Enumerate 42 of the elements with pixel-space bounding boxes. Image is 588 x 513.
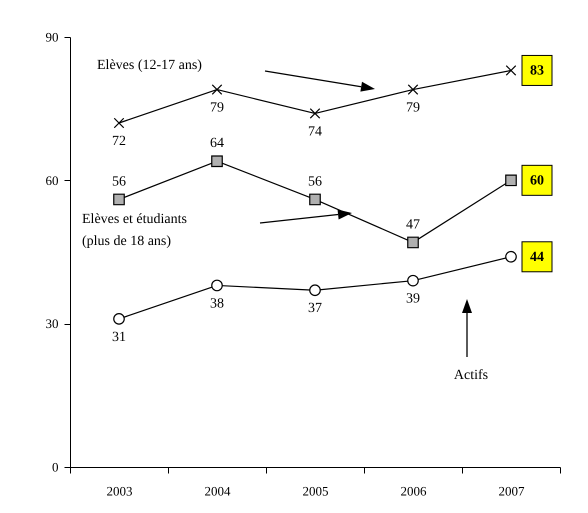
point bbox=[211, 155, 223, 168]
data-label: 72 bbox=[112, 134, 126, 149]
y-tick-label: 30 bbox=[46, 316, 58, 332]
point bbox=[211, 280, 223, 292]
point bbox=[113, 313, 125, 325]
point bbox=[309, 284, 321, 296]
data-label: 31 bbox=[112, 330, 126, 345]
point bbox=[408, 84, 418, 95]
x-tick-label: 2007 bbox=[498, 484, 525, 498]
point bbox=[505, 250, 517, 263]
point bbox=[212, 84, 222, 95]
data-label: 74 bbox=[308, 124, 322, 140]
data-label: 44 bbox=[530, 250, 544, 265]
point bbox=[114, 118, 124, 128]
point bbox=[506, 65, 516, 76]
data-label: 83 bbox=[530, 63, 544, 78]
point bbox=[309, 194, 321, 206]
y-tick-label: 90 bbox=[46, 30, 58, 44]
series-label: Elèves et étudiants (plus de 18 ans) bbox=[82, 212, 187, 249]
x-tick-label: 2005 bbox=[302, 484, 328, 498]
x-tick-label: 2004 bbox=[204, 484, 231, 498]
point bbox=[505, 174, 517, 186]
data-label: 39 bbox=[406, 292, 420, 307]
data-label: 56 bbox=[112, 174, 126, 190]
y-tick-label: 0 bbox=[52, 460, 58, 474]
point bbox=[113, 194, 125, 206]
y-tick-label: 60 bbox=[46, 172, 58, 188]
point bbox=[407, 274, 419, 286]
point bbox=[310, 108, 320, 119]
data-label: 60 bbox=[530, 173, 544, 188]
text: Actifs bbox=[454, 368, 488, 383]
point bbox=[407, 236, 419, 248]
x-tick-label: 2003 bbox=[106, 484, 132, 498]
data-label: 79 bbox=[210, 100, 224, 116]
data-label: 79 bbox=[406, 100, 420, 116]
data-label: 38 bbox=[210, 296, 224, 312]
series-label: Elèves (12-17 ans) bbox=[97, 58, 202, 73]
data-label: 47 bbox=[406, 217, 420, 232]
data-label: 37 bbox=[308, 301, 322, 316]
x-tick-label: 2006 bbox=[400, 484, 427, 498]
data-label: 64 bbox=[210, 136, 224, 152]
data-label: 56 bbox=[308, 174, 322, 190]
